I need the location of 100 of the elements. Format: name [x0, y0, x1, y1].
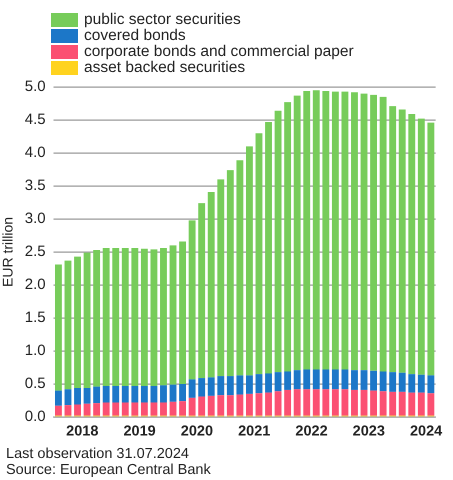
- bar: [217, 376, 224, 396]
- bar: [408, 392, 416, 416]
- bar: [427, 122, 434, 376]
- legend-label: covered bonds: [84, 27, 186, 44]
- bar: [322, 90, 330, 370]
- y-tick-label: 4.5: [24, 111, 46, 128]
- bar: [351, 390, 358, 416]
- y-tick-label: 4.0: [24, 144, 46, 162]
- x-tick-label: 2019: [123, 424, 156, 440]
- bar: [418, 374, 425, 393]
- bar: [370, 390, 378, 416]
- bar: [93, 403, 100, 416]
- bar: [427, 375, 434, 394]
- bar: [179, 241, 186, 384]
- x-tick-label: 2021: [238, 424, 270, 440]
- bar: [265, 122, 272, 374]
- legend-label: corporate bonds and commercial paper: [84, 43, 354, 60]
- legend-label: asset backed securities: [84, 59, 246, 76]
- bar: [398, 392, 406, 416]
- bar: [246, 146, 253, 376]
- bar: [122, 248, 129, 386]
- bar: [84, 252, 91, 388]
- bar: [322, 389, 330, 416]
- bar: [398, 109, 406, 373]
- bar: [418, 118, 425, 375]
- bar: [208, 396, 215, 416]
- bar: [389, 372, 396, 392]
- bar: [188, 398, 196, 416]
- bar: [351, 92, 358, 370]
- bar: [294, 389, 301, 416]
- y-tick-label: 2.5: [24, 243, 46, 260]
- bar: [226, 376, 234, 396]
- bar: [102, 248, 110, 386]
- bar: [54, 390, 62, 406]
- bar: [140, 386, 148, 402]
- bar: [380, 391, 387, 416]
- bar: [93, 386, 100, 404]
- bar: [74, 388, 81, 404]
- bar: [54, 264, 62, 391]
- bar: [398, 372, 406, 392]
- bar: [122, 386, 129, 402]
- bar: [208, 192, 215, 378]
- bar: [170, 384, 176, 402]
- bar: [274, 372, 282, 392]
- bar: [64, 405, 72, 416]
- bar: [332, 369, 339, 390]
- bar: [360, 390, 368, 416]
- bar: [150, 386, 158, 402]
- bar: [150, 249, 158, 386]
- bar: [179, 401, 186, 416]
- bar: [360, 370, 368, 390]
- bar: [351, 370, 358, 390]
- bar: [140, 248, 148, 386]
- y-axis-title: EUR trillion: [0, 216, 16, 288]
- bar: [284, 390, 292, 416]
- x-tick-label: 2022: [295, 424, 328, 440]
- bar: [294, 96, 301, 370]
- bar: [370, 94, 378, 371]
- bar: [179, 384, 186, 402]
- bar: [74, 404, 81, 416]
- text: Last observation 31.07.2024: [6, 446, 190, 462]
- bar: [217, 179, 224, 376]
- bar: [265, 373, 272, 393]
- bar: [226, 170, 234, 376]
- bar: [332, 92, 339, 370]
- bar: [380, 371, 387, 392]
- bar: [341, 369, 348, 390]
- bar: [140, 402, 148, 416]
- bar: [112, 402, 120, 416]
- bar: [312, 90, 320, 370]
- bar: [389, 106, 396, 372]
- bar: [256, 374, 262, 394]
- bar: [408, 114, 416, 374]
- bar: [84, 388, 91, 404]
- y-tick-label: 3.5: [24, 177, 46, 194]
- bar: [131, 386, 138, 402]
- bar: [408, 374, 416, 393]
- x-tick-label: 2020: [180, 424, 214, 440]
- source-note: Source: European Central Bank: [6, 462, 211, 478]
- bar: [74, 256, 81, 388]
- bar: [236, 394, 244, 416]
- bar: [93, 250, 100, 387]
- bar: [102, 386, 110, 402]
- bar: [322, 369, 330, 390]
- bar: [256, 133, 262, 374]
- bar: [274, 391, 282, 416]
- bar: [284, 371, 292, 390]
- bar: [236, 375, 244, 395]
- bar: [370, 370, 378, 391]
- y-tick-label: 0.0: [24, 408, 46, 426]
- y-tick-label: 5.0: [24, 78, 46, 96]
- bar: [64, 389, 72, 406]
- bar: [265, 392, 272, 416]
- bar: [131, 248, 138, 386]
- bar: [208, 377, 215, 396]
- bar: [102, 402, 110, 416]
- bar: [303, 389, 310, 416]
- bar: [198, 203, 206, 378]
- bar: [170, 245, 176, 385]
- bar: [84, 404, 91, 416]
